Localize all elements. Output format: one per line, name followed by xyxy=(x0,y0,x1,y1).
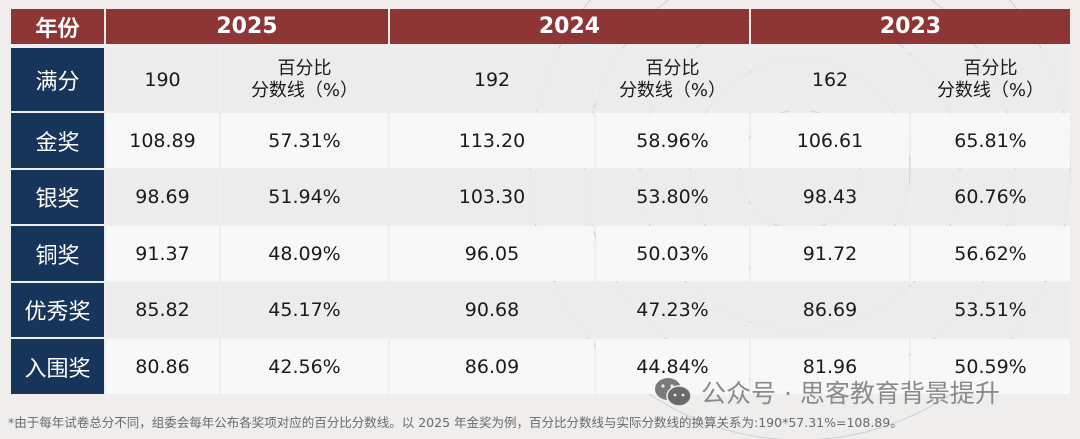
table-cell: 86.09 xyxy=(390,339,594,394)
table-cell: 44.84% xyxy=(596,339,749,394)
table-cell: 91.72 xyxy=(751,226,909,281)
table-cell: 113.20 xyxy=(390,113,594,168)
table-cell: 91.37 xyxy=(106,226,219,281)
pct-header-line1: 百分比 xyxy=(645,57,700,79)
header-year-2023: 2023 xyxy=(751,9,1070,44)
table-cell: 47.23% xyxy=(596,283,749,337)
pct-header-line2: 分数线（%） xyxy=(250,79,359,101)
header-year-label: 年份 xyxy=(11,9,104,44)
row-label-bronze: 铜奖 xyxy=(11,226,104,281)
award-score-table: 年份 2025 2024 2023 满分 190 百分比 分数线（%） 192 … xyxy=(11,9,1070,394)
full-score-2025: 190 xyxy=(106,48,219,111)
table-cell: 56.62% xyxy=(911,226,1070,281)
pct-header-line1: 百分比 xyxy=(277,57,332,79)
pct-header-line1: 百分比 xyxy=(963,57,1018,79)
table-cell: 103.30 xyxy=(390,170,594,224)
table-cell: 86.69 xyxy=(751,283,909,337)
header-year-2025: 2025 xyxy=(106,9,388,44)
pct-header-line2: 分数线（%） xyxy=(936,79,1045,101)
wechat-icon xyxy=(655,378,692,407)
table-cell: 60.76% xyxy=(911,170,1070,224)
table-cell: 81.96 xyxy=(751,339,909,394)
watermark: 公众号 · 思客教育背景提升 xyxy=(653,374,1000,410)
pct-header-2023: 百分比 分数线（%） xyxy=(911,48,1070,111)
table-cell: 96.05 xyxy=(390,226,594,281)
table-cell: 57.31% xyxy=(221,113,388,168)
full-score-2024: 192 xyxy=(390,48,594,111)
table-cell: 106.61 xyxy=(751,113,909,168)
table-cell: 98.43 xyxy=(751,170,909,224)
watermark-text: 公众号 · 思客教育背景提升 xyxy=(701,379,1000,408)
table-cell: 53.80% xyxy=(596,170,749,224)
row-label-full-score: 满分 xyxy=(11,48,104,111)
table-cell: 80.86 xyxy=(106,339,219,394)
header-year-2024: 2024 xyxy=(390,9,749,44)
table-cell: 58.96% xyxy=(596,113,749,168)
table-cell: 50.03% xyxy=(596,226,749,281)
table-cell: 45.17% xyxy=(221,283,388,337)
pct-header-2025: 百分比 分数线（%） xyxy=(221,48,388,111)
table-cell: 50.59% xyxy=(911,339,1070,394)
row-label-silver: 银奖 xyxy=(11,170,104,224)
footnote: *由于每年试卷总分不同，组委会每年公布各奖项对应的百分比分数线。以 2025 年… xyxy=(8,415,903,430)
table-cell: 85.82 xyxy=(106,283,219,337)
table-cell: 90.68 xyxy=(390,283,594,337)
table-cell: 53.51% xyxy=(911,283,1070,337)
table-cell: 98.69 xyxy=(106,170,219,224)
table-cell: 108.89 xyxy=(106,113,219,168)
pct-header-line2: 分数线（%） xyxy=(618,79,727,101)
full-score-2023: 162 xyxy=(751,48,909,111)
table-cell: 48.09% xyxy=(221,226,388,281)
row-label-excellence: 优秀奖 xyxy=(11,283,104,337)
pct-header-2024: 百分比 分数线（%） xyxy=(596,48,749,111)
row-label-finalist: 入围奖 xyxy=(11,339,104,394)
table-cell: 65.81% xyxy=(911,113,1070,168)
table-cell: 42.56% xyxy=(221,339,388,394)
table-cell: 51.94% xyxy=(221,170,388,224)
row-label-gold: 金奖 xyxy=(11,113,104,168)
